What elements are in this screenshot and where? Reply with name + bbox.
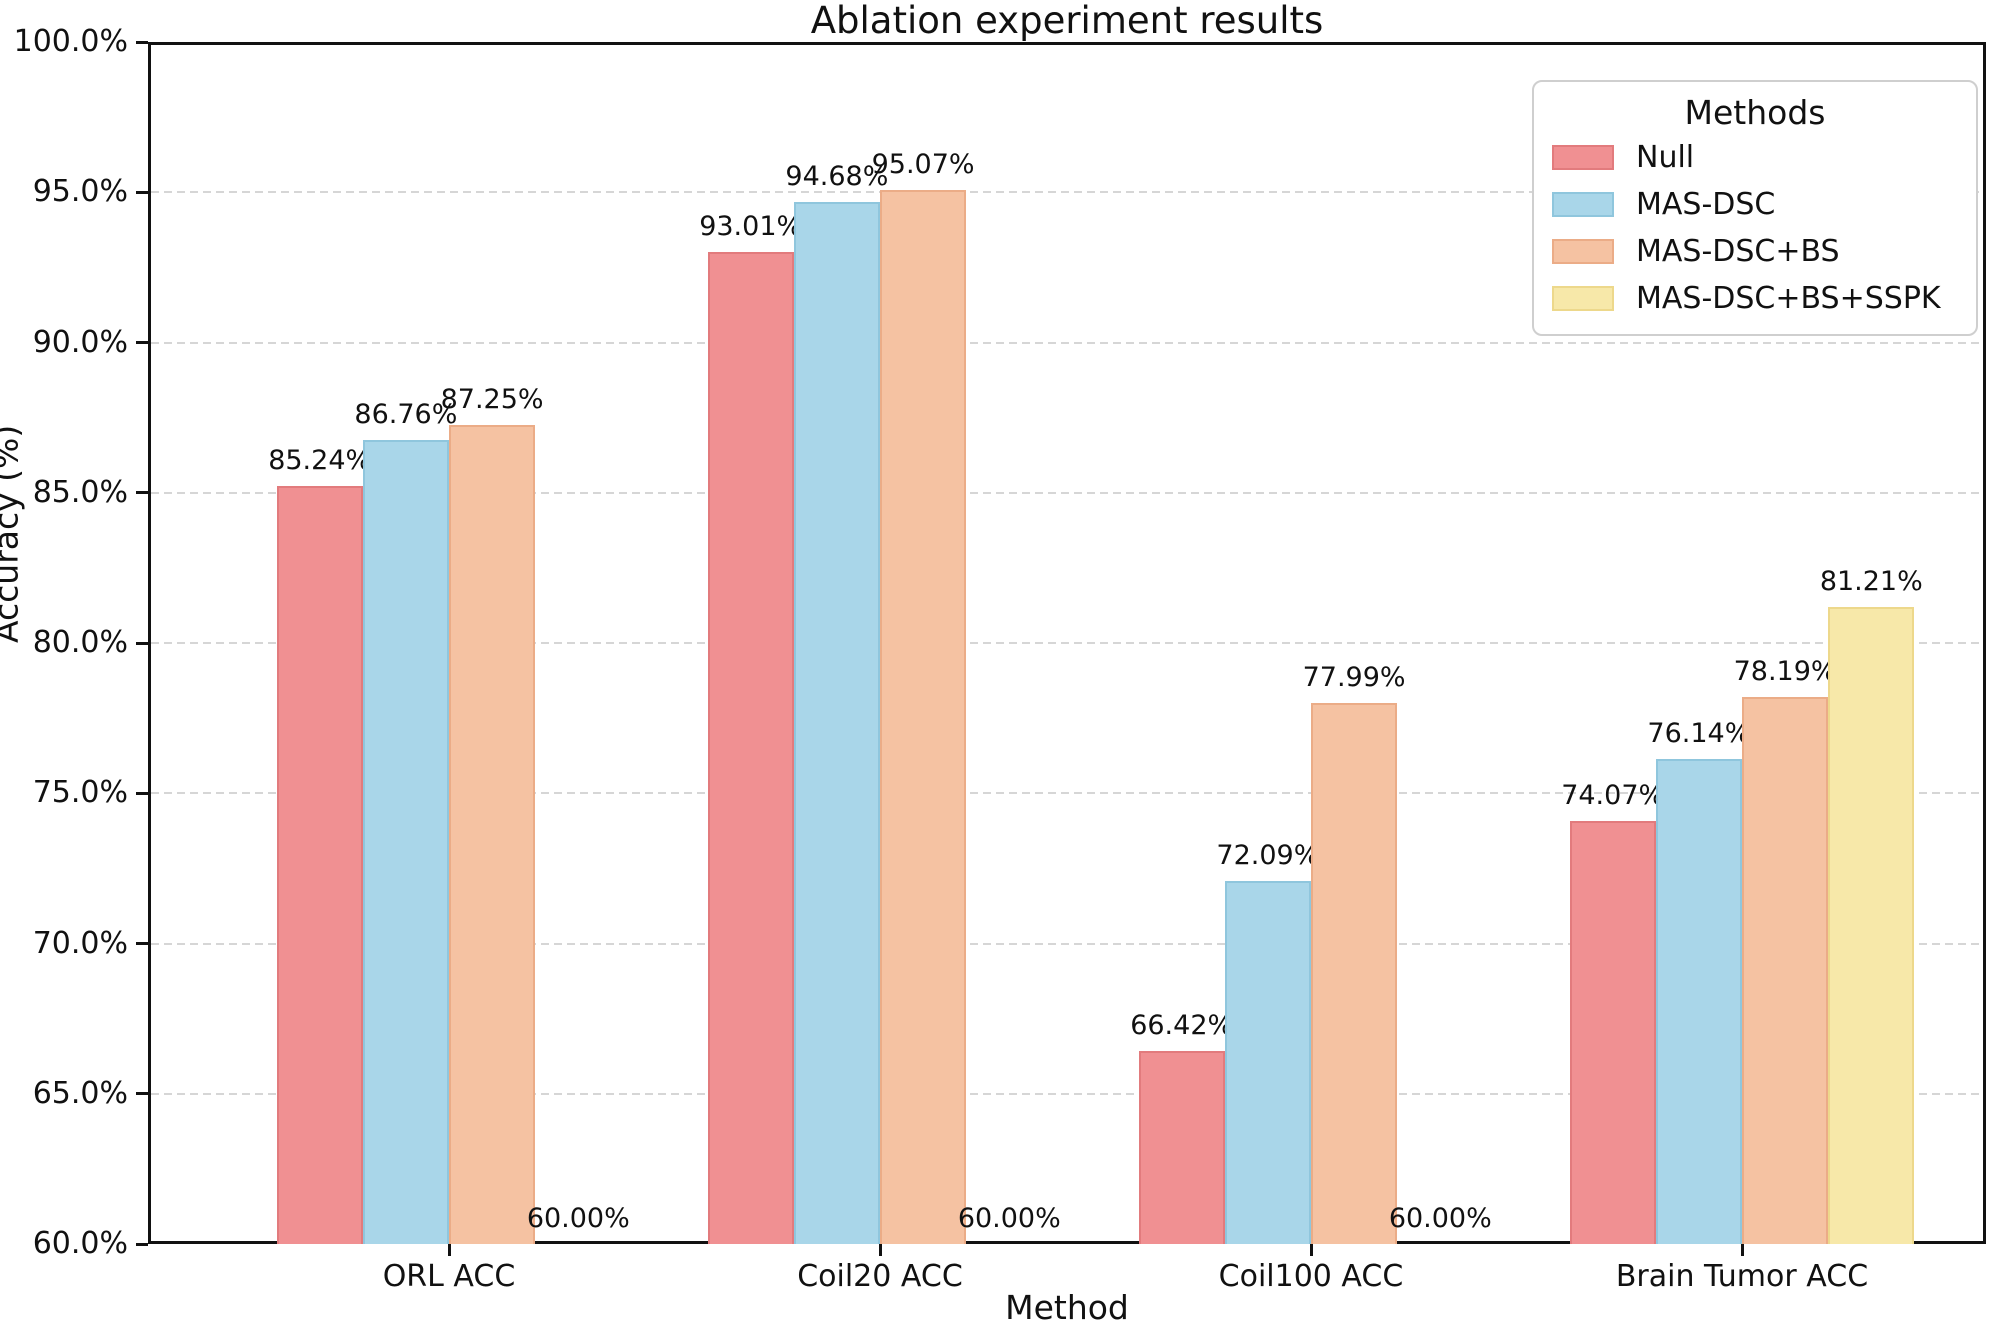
y-tick-label: 65.0% (32, 1075, 128, 1111)
x-tick-mark (447, 1244, 451, 1256)
bar-value-label: 66.42% (1130, 1010, 1234, 1042)
y-tick-mark (136, 491, 148, 495)
x-tick-mark (878, 1244, 882, 1256)
legend-swatch-icon (1552, 145, 1614, 170)
bar (1742, 697, 1829, 1244)
gridline (151, 1092, 1983, 1095)
gridline (151, 942, 1983, 945)
x-axis-title: Method (1005, 1288, 1129, 1327)
y-tick-label: 95.0% (32, 174, 128, 210)
y-tick-mark (136, 1242, 148, 1246)
legend-item-label: MAS-DSC (1636, 187, 1776, 222)
legend-item-label: MAS-DSC+BS (1636, 234, 1840, 269)
legend-item-label: MAS-DSC+BS+SSPK (1636, 281, 1941, 316)
legend-swatch-icon (1552, 192, 1614, 217)
bar-value-label: 60.00% (957, 1203, 1061, 1234)
y-tick-mark (136, 791, 148, 795)
y-tick-mark (136, 641, 148, 645)
x-tick-label: Brain Tumor ACC (1615, 1259, 1869, 1294)
bar-value-label: 76.14% (1647, 717, 1751, 749)
bar-value-label: 93.01% (699, 211, 803, 243)
legend-items: Null MAS-DSC MAS-DSC+BS MAS-DSC+BS+SSPK (1534, 134, 1976, 322)
bar-value-label: 72.09% (1216, 839, 1320, 871)
bar (1138, 1051, 1225, 1244)
y-tick-mark (136, 942, 148, 945)
bar-value-label: 60.00% (1388, 1203, 1492, 1234)
y-tick-mark (136, 341, 148, 344)
legend-swatch-icon (1552, 239, 1614, 264)
bar (449, 425, 536, 1244)
x-tick-mark (1740, 1244, 1744, 1256)
y-tick-mark (136, 1092, 148, 1096)
y-tick-mark (136, 40, 148, 44)
y-tick-label: 70.0% (32, 925, 128, 961)
legend-title: Methods (1684, 93, 1826, 132)
x-tick-label: Coil100 ACC (1218, 1259, 1404, 1294)
bar-value-label: 60.00% (526, 1203, 630, 1234)
bar-value-label: 87.25% (440, 384, 544, 416)
y-tick-label: 90.0% (32, 324, 128, 360)
bar (1224, 880, 1311, 1244)
bar (880, 190, 967, 1244)
y-tick-label: 75.0% (32, 775, 128, 811)
legend-item: MAS-DSC+BS (1534, 228, 1976, 275)
bar (793, 201, 880, 1244)
bar-value-label: 81.21% (1819, 565, 1923, 597)
y-axis-title: Accuracy (%) (0, 424, 26, 643)
chart-title: Ablation experiment results (810, 0, 1324, 42)
gridline (151, 792, 1983, 795)
bar-value-label: 94.68% (785, 160, 889, 192)
legend: Methods Null MAS-DSC MAS-DSC+BS MAS-DSC+BS+… (1532, 80, 1978, 336)
bar-value-label: 78.19% (1733, 656, 1837, 688)
x-tick-mark (1309, 1244, 1313, 1256)
gridline (151, 642, 1983, 644)
legend-item: MAS-DSC+BS+SSPK (1534, 275, 1976, 322)
bar (1655, 758, 1742, 1244)
x-tick-label: Coil20 ACC (797, 1259, 963, 1294)
legend-swatch-icon (1552, 286, 1614, 311)
y-tick-label: 80.0% (32, 625, 128, 660)
legend-item: MAS-DSC (1534, 181, 1976, 228)
bar (707, 252, 794, 1244)
y-tick-mark (136, 190, 148, 194)
bar-value-label: 74.07% (1561, 780, 1665, 812)
x-tick-label: ORL ACC (382, 1259, 516, 1294)
bar (276, 485, 363, 1244)
legend-item-label: Null (1636, 140, 1695, 175)
bar (1311, 703, 1398, 1244)
gridline (151, 191, 1983, 194)
bar (1569, 821, 1656, 1244)
bar-value-label: 95.07% (871, 149, 975, 181)
y-tick-label: 85.0% (32, 474, 128, 510)
gridline (151, 341, 1983, 344)
bar-value-label: 86.76% (354, 398, 458, 430)
y-tick-label: 100.0% (13, 24, 128, 59)
legend-item: Null (1534, 134, 1976, 181)
bar-value-label: 85.24% (268, 444, 372, 476)
y-tick-label: 60.0% (32, 1226, 128, 1261)
bar-value-label: 77.99% (1302, 662, 1406, 694)
bar (362, 439, 449, 1244)
gridline (151, 491, 1983, 494)
bar (1828, 606, 1915, 1244)
